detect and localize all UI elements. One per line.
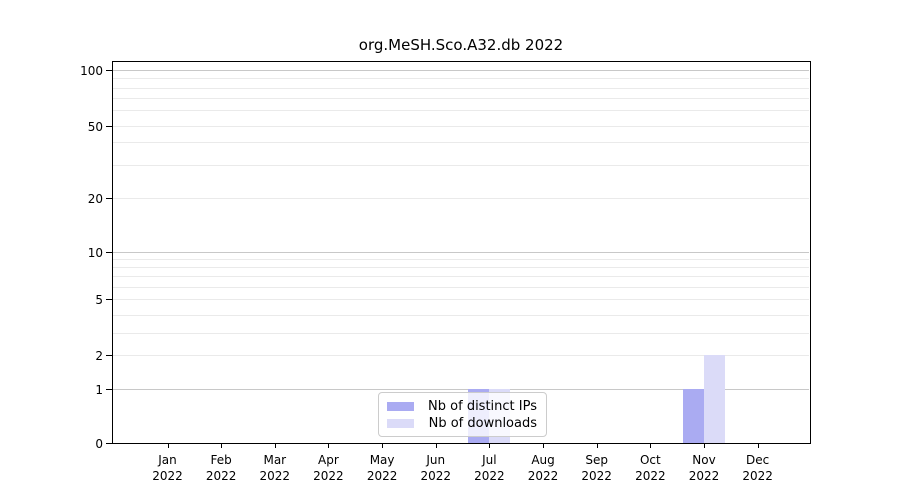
minor-gridline-2 (113, 355, 809, 356)
x-tick-label-mar: Mar 2022 (243, 452, 307, 484)
legend-label-distinct-ips: Nb of distinct IPs (428, 398, 537, 414)
x-tick-aug (543, 443, 545, 448)
x-tick-oct (650, 443, 652, 448)
major-gridline-10 (113, 252, 809, 253)
bar-nov-downloads (704, 355, 725, 443)
x-tick-month: Sep (585, 453, 608, 467)
minor-gridline-30 (113, 165, 809, 166)
y-tick-100 (106, 70, 112, 71)
x-tick-nov (704, 443, 705, 448)
legend: Nb of distinct IPs Nb of downloads (378, 392, 547, 437)
x-tick-may (382, 443, 384, 448)
minor-gridline-60 (113, 110, 809, 111)
y-tick-50 (106, 126, 112, 127)
minor-gridline-5 (113, 299, 809, 300)
x-tick-label-dec: Dec 2022 (726, 452, 790, 484)
x-tick-label-jul: Jul 2022 (457, 452, 521, 484)
minor-gridline-40 (113, 142, 809, 143)
x-tick-jul (489, 443, 491, 448)
x-tick-year: 2022 (420, 469, 452, 483)
legend-swatch-distinct-ips-icon (387, 401, 414, 411)
x-tick-sep (596, 443, 598, 448)
y-tick-1 (106, 389, 112, 390)
x-tick-mar (274, 443, 276, 448)
x-tick-feb (221, 443, 223, 448)
minor-gridline-3 (113, 333, 809, 334)
x-tick-label-apr: Apr 2022 (296, 452, 360, 484)
chart-title: org.MeSH.Sco.A32.db 2022 (358, 36, 564, 54)
x-tick-jan (167, 443, 169, 448)
bar-nov-distinct-ips (683, 389, 704, 443)
x-tick-label-oct: Oct 2022 (618, 452, 682, 484)
legend-label-downloads: Nb of downloads (428, 415, 537, 431)
minor-gridline-4 (113, 315, 809, 316)
x-tick-apr (328, 443, 330, 448)
x-tick-year: 2022 (366, 469, 398, 483)
x-tick-year: 2022 (635, 469, 666, 483)
y-tick-10 (106, 252, 112, 253)
x-tick-year: 2022 (742, 469, 773, 483)
major-gridline-1 (113, 389, 809, 390)
x-tick-jun (435, 443, 437, 448)
legend-swatch-downloads-icon (387, 418, 414, 428)
y-tick-label-0: 0 (95, 436, 103, 451)
x-tick-year: 2022 (688, 469, 720, 483)
y-tick-label-5: 5 (95, 292, 103, 307)
y-tick-label-100: 100 (80, 63, 103, 78)
x-tick-month: Jan (158, 453, 177, 467)
y-tick-label-50: 50 (87, 119, 103, 134)
minor-gridline-90 (113, 78, 809, 79)
x-tick-label-sep: Sep 2022 (565, 452, 629, 484)
x-tick-year: 2022 (474, 469, 505, 483)
x-tick-year: 2022 (152, 469, 183, 483)
x-tick-month: Oct (639, 453, 661, 467)
x-tick-year: 2022 (581, 469, 612, 483)
y-tick-5 (106, 299, 112, 300)
minor-gridline-6 (113, 287, 809, 288)
x-tick-month: Dec (746, 453, 770, 467)
x-tick-label-nov: Nov 2022 (672, 452, 736, 484)
minor-gridline-50 (113, 126, 809, 127)
minor-gridline-8 (113, 267, 809, 268)
legend-item-downloads: Nb of downloads (387, 415, 537, 431)
y-tick-20 (106, 198, 112, 199)
x-tick-label-jan: Jan 2022 (136, 452, 200, 484)
minor-gridline-80 (113, 88, 809, 89)
x-tick-year: 2022 (205, 469, 237, 483)
x-tick-month: Jun (426, 453, 446, 467)
legend-item-distinct-ips: Nb of distinct IPs (387, 398, 537, 414)
major-gridline-100 (113, 70, 809, 71)
x-tick-year: 2022 (259, 469, 291, 483)
minor-gridline-9 (113, 259, 809, 260)
x-tick-month: Nov (692, 453, 716, 467)
x-tick-year: 2022 (313, 469, 344, 483)
x-tick-label-aug: Aug 2022 (511, 452, 575, 484)
x-tick-label-jun: Jun 2022 (404, 452, 468, 484)
x-tick-label-feb: Feb 2022 (189, 452, 253, 484)
minor-gridline-20 (113, 198, 809, 199)
y-tick-0 (106, 443, 112, 444)
x-tick-month: Feb (210, 453, 232, 467)
minor-gridline-7 (113, 276, 809, 277)
x-tick-month: May (369, 453, 395, 467)
y-tick-2 (106, 355, 112, 356)
x-tick-year: 2022 (527, 469, 559, 483)
x-tick-month: Aug (531, 453, 555, 467)
y-tick-label-20: 20 (87, 191, 103, 206)
x-tick-month: Apr (318, 453, 339, 467)
minor-gridline-70 (113, 98, 809, 99)
x-tick-month: Jul (482, 453, 497, 467)
y-tick-label-10: 10 (87, 245, 103, 260)
x-tick-label-may: May 2022 (350, 452, 414, 484)
y-tick-label-2: 2 (95, 348, 103, 363)
y-tick-label-1: 1 (95, 382, 103, 397)
x-tick-month: Mar (263, 453, 287, 467)
x-tick-dec (757, 443, 759, 448)
